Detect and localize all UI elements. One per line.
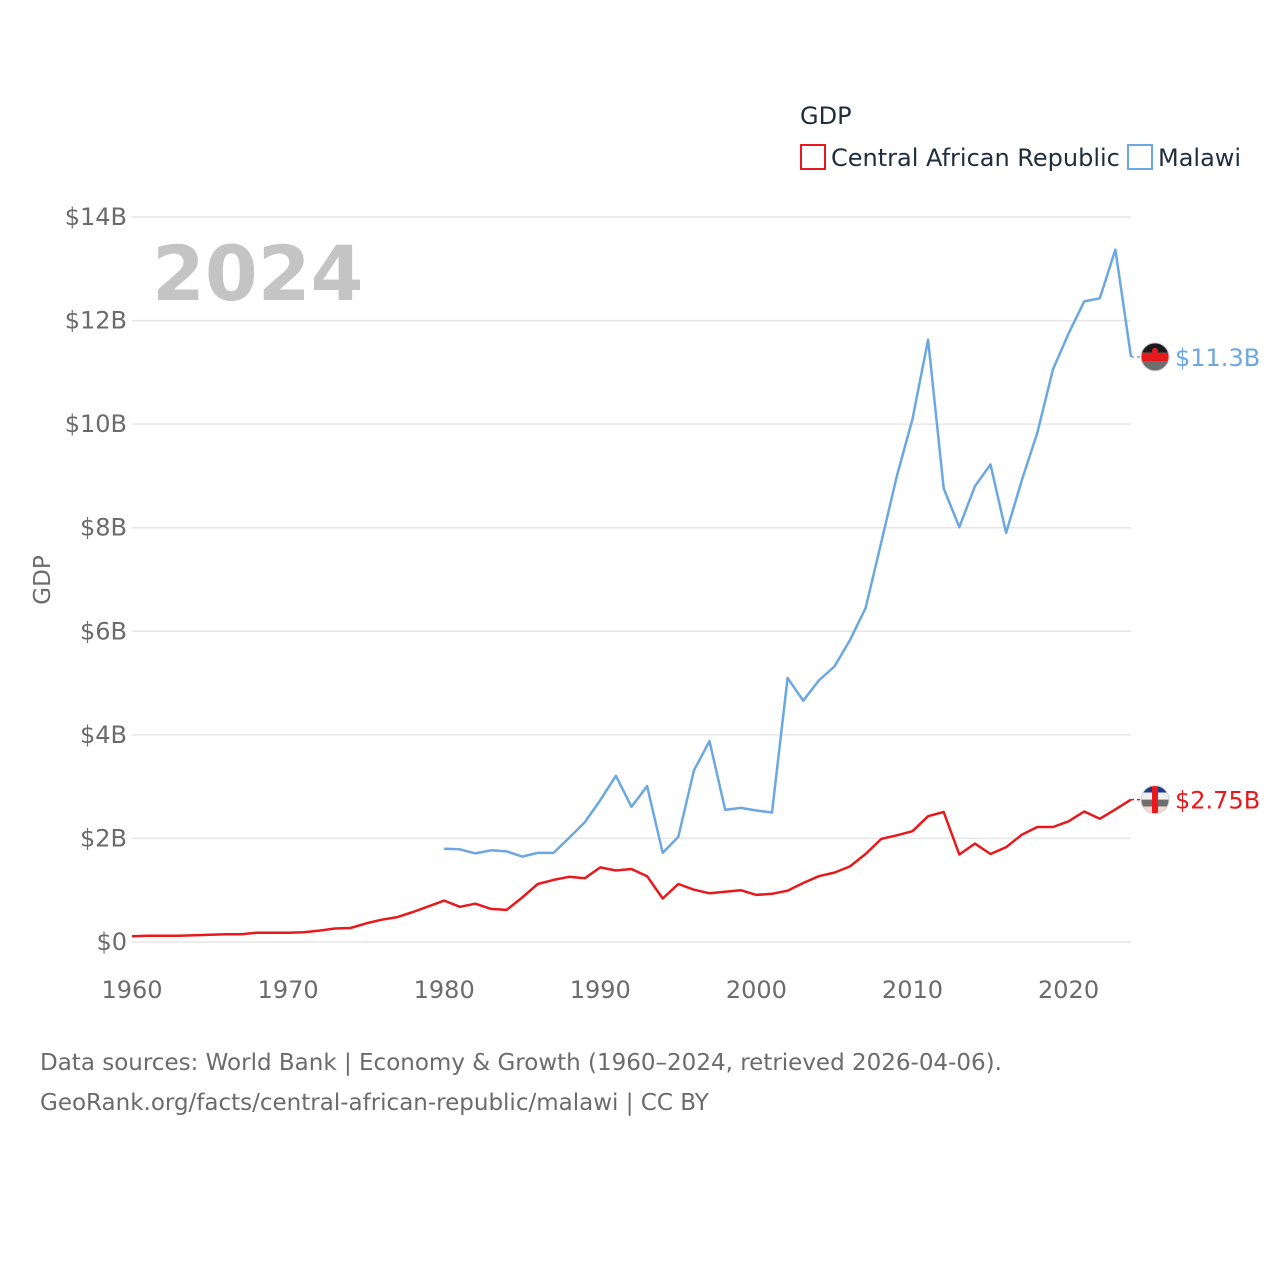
y-tick-label: $2B: [80, 824, 127, 852]
x-axis-ticks: 1960 1970 1980 1990 2000 2010 2020: [101, 976, 1099, 1004]
x-tick-label: 1960: [101, 976, 162, 1004]
current-year-label: 2024: [152, 229, 364, 318]
series-lines: [131, 248, 1133, 938]
y-tick-label: $10B: [65, 410, 127, 438]
y-gridlines: [132, 216, 1131, 943]
end-value-central-african-republic: $2.75B: [1175, 787, 1260, 815]
legend-label-malawi: Malawi: [1158, 144, 1241, 172]
y-tick-label: $6B: [80, 617, 127, 645]
legend-item-central-african-republic[interactable]: Central African Republic: [800, 144, 1120, 172]
source-footer: Data sources: World Bank | Economy & Gro…: [40, 1043, 1002, 1123]
x-tick-label: 1990: [570, 976, 631, 1004]
y-tick-label: $14B: [65, 203, 127, 231]
legend-item-malawi[interactable]: Malawi: [1127, 144, 1241, 172]
y-tick-label: $8B: [80, 514, 127, 542]
x-tick-label: 2000: [726, 976, 787, 1004]
y-tick-label: $0: [96, 928, 127, 956]
x-tick-label: 1970: [258, 976, 319, 1004]
flag-marker-malawi: [1131, 342, 1170, 372]
flag-marker-central-african-republic: [1131, 785, 1170, 815]
x-tick-label: 2010: [882, 976, 943, 1004]
y-axis-label: GDP: [30, 555, 56, 605]
source-line-1: Data sources: World Bank | Economy & Gro…: [40, 1050, 1002, 1076]
legend-swatch-central-african-republic: [800, 144, 826, 170]
y-axis-ticks: $0 $2B $4B $6B $8B $10B $12B $14B: [65, 203, 127, 956]
legend-swatch-malawi: [1127, 144, 1153, 170]
y-tick-label: $12B: [65, 307, 127, 335]
x-tick-label: 1980: [414, 976, 475, 1004]
end-value-malawi: $11.3B: [1175, 344, 1260, 372]
series-line-malawi: [444, 248, 1133, 858]
series-line-central-african-republic: [131, 798, 1132, 938]
legend-title: GDP: [800, 102, 852, 130]
legend-label-central-african-republic: Central African Republic: [831, 144, 1120, 172]
source-line-2: GeoRank.org/facts/central-african-republ…: [40, 1090, 709, 1116]
legend: GDP Central African Republic Malawi: [800, 102, 1241, 172]
x-tick-label: 2020: [1038, 976, 1099, 1004]
y-tick-label: $4B: [80, 721, 127, 749]
end-markers: [1131, 342, 1170, 815]
